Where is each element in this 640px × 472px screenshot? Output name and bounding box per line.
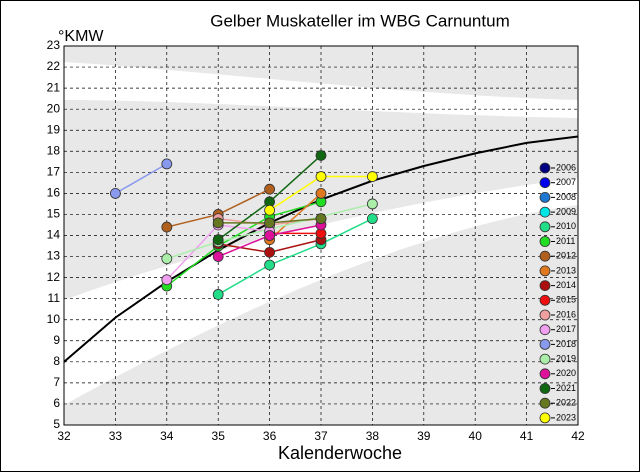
y-axis-label: °KMW [58,28,104,45]
legend-label: 2012 [556,251,576,261]
legend-marker [539,353,551,365]
legend-marker [539,177,551,189]
legend-label: 2006 [556,162,576,172]
point [161,253,173,265]
legend-marker [539,368,551,380]
legend-marker [539,236,551,247]
point [315,150,327,161]
y-tick-label: 13 [47,249,61,263]
y-tick-label: 23 [47,38,61,52]
line [166,201,322,287]
y-tick-label: 10 [47,312,61,326]
y-tick-label: 20 [47,101,61,115]
legend-label: 2009 [556,206,576,216]
point [366,171,378,182]
legend-marker [539,397,551,409]
x-tick-label: 36 [263,429,277,443]
legend-marker [539,383,551,394]
point [315,213,327,225]
point [212,217,224,229]
x-tick-label: 42 [571,429,585,443]
legend-label: 2010 [556,221,576,231]
point [315,187,327,199]
x-tick-label: 38 [366,429,380,443]
legend-label: 2008 [556,192,576,202]
y-tick-label: 8 [53,354,60,368]
y-tick-label: 15 [47,207,61,221]
y-tick-label: 18 [47,143,61,157]
legend-label: 2015 [556,295,576,305]
y-tick-label: 21 [47,80,61,94]
point [161,274,173,286]
point [264,259,276,271]
x-tick-label: 34 [160,429,174,443]
point [212,251,224,262]
chart-title: Gelber Muskateller im WBG Carnuntum [210,11,509,30]
legend-marker [539,250,551,262]
legend-marker [539,412,551,424]
legend-label: 2014 [556,280,576,290]
x-tick-label: 39 [417,429,431,443]
legend-label: 2007 [556,177,576,187]
y-tick-label: 17 [47,165,61,179]
legend-label: 2016 [556,309,576,319]
legend-marker [539,206,551,218]
x-tick-label: 37 [314,429,328,443]
legend-marker [539,265,551,277]
point [264,230,276,241]
legend-label: 2023 [556,412,576,422]
x-axis-label: Kalenderwoche [278,443,402,463]
x-tick-label: 33 [109,429,123,443]
legend-label: 2013 [556,265,576,275]
legend-marker [539,338,551,350]
legend-label: 2021 [556,383,576,393]
x-tick-label: 41 [520,429,534,443]
x-tick-label: 40 [469,429,483,443]
legend-marker [539,324,551,336]
legend-label: 2017 [556,324,576,334]
legend-marker [539,309,551,321]
y-tick-label: 9 [53,333,60,347]
legend-label: 2018 [556,339,576,349]
legend-label: 2011 [556,236,575,246]
point [366,213,378,225]
point [264,183,276,195]
point [264,204,276,216]
y-tick-label: 14 [47,228,61,242]
y-tick-label: 16 [47,186,61,200]
point [315,171,327,182]
y-tick-label: 22 [47,59,61,73]
legend-marker [539,191,551,203]
line [269,192,322,241]
point [161,158,173,170]
y-tick-label: 6 [53,396,60,410]
legend-label: 2022 [556,398,576,408]
plot-border [63,45,579,426]
legend-marker [539,294,551,306]
legend-marker [539,280,551,292]
point [212,289,224,300]
point [366,198,378,210]
y-tick-label: 19 [47,122,61,136]
point [212,234,224,246]
point [264,246,276,258]
line [115,163,168,195]
band [64,178,578,405]
legend-marker [539,221,551,233]
line [217,217,373,296]
y-tick-label: 12 [47,270,61,284]
point [161,221,173,233]
legend-marker [539,162,551,174]
x-tick-label: 35 [212,429,226,443]
x-tick-label: 32 [57,429,71,443]
point [264,217,276,229]
y-tick-label: 7 [53,375,60,389]
point [110,187,121,199]
y-tick-label: 11 [48,291,61,305]
legend-label: 2020 [556,368,576,378]
y-tick-label: 5 [53,417,60,431]
legend-label: 2019 [556,353,576,363]
